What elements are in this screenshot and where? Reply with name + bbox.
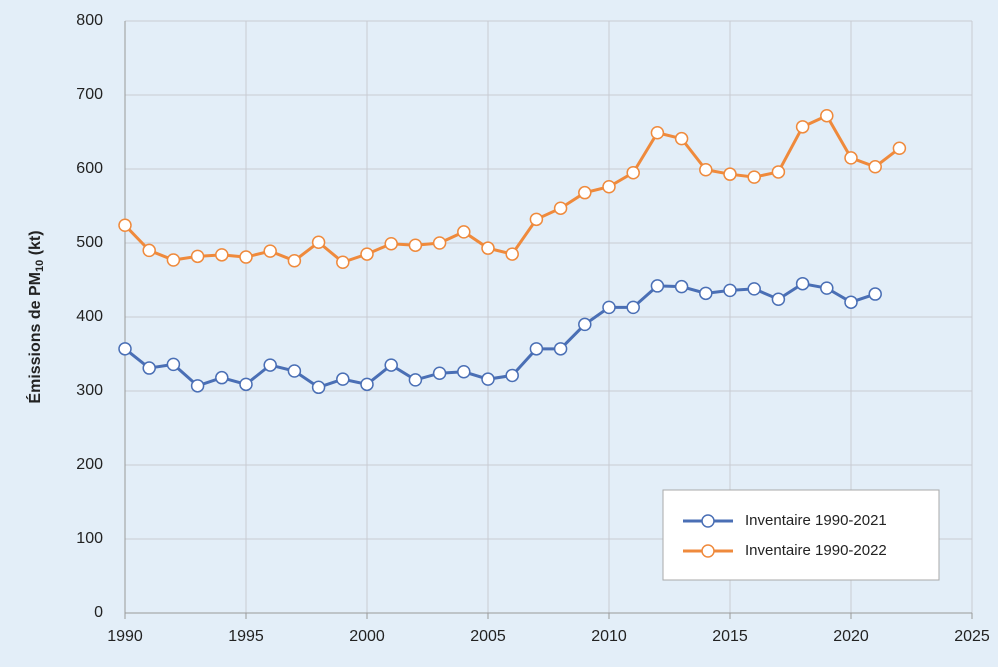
data-point [771,292,786,306]
y-label-suffix: (kt) [27,230,44,259]
data-point [795,120,810,134]
data-point [118,218,132,232]
y-tick-label: 700 [76,86,103,103]
data-point [820,281,834,295]
x-tick-label: 2015 [712,628,748,645]
data-point [578,317,592,332]
data-point [142,243,156,258]
data-point [336,255,350,269]
legend-marker [701,514,715,528]
data-point [771,165,786,179]
data-point [239,377,253,392]
y-tick-label: 800 [76,12,103,29]
data-point [505,368,519,383]
data-point [723,283,737,298]
legend-label: Inventaire 1990-2022 [745,542,887,559]
legend-box [662,489,940,581]
data-point [190,249,205,264]
data-point [892,141,907,156]
legend-label: Inventaire 1990-2021 [745,512,887,529]
data-point [602,180,616,194]
data-point [699,286,713,301]
data-point [481,241,495,255]
data-point [529,212,544,227]
y-axis-label: Émissions de PM10 (kt) [25,230,46,403]
data-point [868,160,882,174]
y-tick-label: 200 [76,456,103,473]
data-point [529,342,544,356]
data-point [844,295,858,309]
data-point [432,236,447,250]
data-point [142,361,156,375]
data-point [553,342,568,356]
data-point [820,108,834,123]
data-point [553,201,568,215]
data-point [118,342,132,356]
data-point [190,379,205,393]
data-point [360,247,374,261]
y-tick-label: 600 [76,160,103,177]
x-tick-label: 1995 [228,628,264,645]
data-point [263,244,277,258]
y-label-text: Émissions de PM [25,272,44,404]
data-point [747,282,761,296]
data-point [650,279,665,293]
y-tick-label: 100 [76,530,103,547]
data-point [311,235,326,250]
y-tick-label: 0 [94,604,103,621]
data-point [408,373,423,387]
data-point [674,279,689,294]
data-point [650,125,665,140]
data-point [239,250,253,264]
data-point [578,185,592,200]
data-point [166,253,181,267]
data-point [626,165,640,180]
data-point [505,247,519,261]
data-point [844,151,858,165]
x-tick-label: 2000 [349,628,385,645]
data-point [408,238,423,252]
data-point [457,365,471,379]
data-point [674,131,689,146]
y-tick-label: 500 [76,234,103,251]
x-tick-label: 2020 [833,628,869,645]
data-point [360,377,374,392]
data-point [457,225,471,239]
x-tick-label: 2025 [954,628,990,645]
data-point [432,366,447,380]
data-point [384,236,398,251]
data-point [699,162,713,177]
data-point [747,170,761,184]
x-tick-label: 2005 [470,628,506,645]
data-point [263,358,277,372]
legend-marker [701,544,715,558]
series-line [123,113,901,264]
data-point [166,357,181,372]
data-point [795,276,810,291]
data-point [384,358,398,372]
data-point [868,287,882,301]
data-point [723,167,737,181]
y-tick-label: 400 [76,308,103,325]
data-point [602,300,616,315]
y-tick-label: 300 [76,382,103,399]
y-label-subscript: 10 [34,260,46,272]
data-point [287,254,302,268]
data-point [336,372,350,386]
data-point [215,248,229,262]
x-tick-label: 1990 [107,628,143,645]
series-line [124,282,876,389]
data-point [215,370,229,385]
data-point [626,300,640,315]
data-point [287,364,302,378]
x-tick-label: 2010 [591,628,627,645]
data-point [481,372,495,386]
data-point [311,380,326,395]
